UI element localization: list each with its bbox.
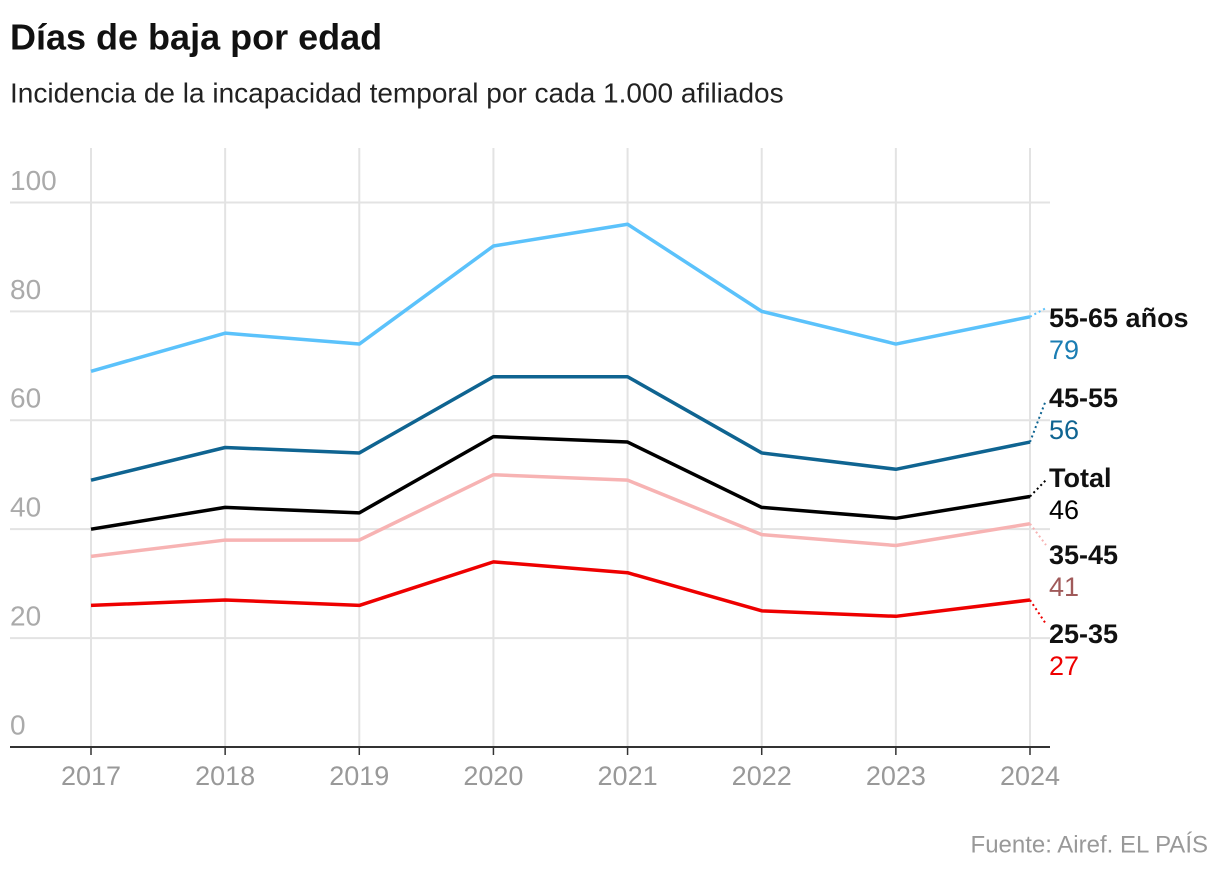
y-tick-label: 100 <box>10 165 57 196</box>
label-connector <box>1029 523 1047 546</box>
series-line <box>90 374 1031 482</box>
label-connector <box>1029 479 1047 498</box>
value-label: 46 <box>1049 495 1079 525</box>
y-tick-label: 80 <box>10 274 41 305</box>
value-label: 56 <box>1049 415 1079 445</box>
series-line <box>90 222 1031 373</box>
series-label: 25-35 <box>1049 619 1118 649</box>
x-tick-label: 2022 <box>732 761 792 791</box>
series-label: 55-65 años <box>1049 303 1189 333</box>
series-label: 35-45 <box>1049 540 1118 570</box>
x-tick-label: 2017 <box>61 761 121 791</box>
value-label: 27 <box>1049 651 1079 681</box>
x-tick-label: 2020 <box>463 761 523 791</box>
chart-subtitle: Incidencia de la incapacidad temporal po… <box>10 77 784 108</box>
x-tick-label: 2018 <box>195 761 255 791</box>
y-tick-label: 20 <box>10 600 41 631</box>
label-connector <box>1029 307 1047 318</box>
x-tick-label: 2021 <box>598 761 658 791</box>
series-line <box>90 434 1031 531</box>
y-tick-label: 40 <box>10 492 41 523</box>
series-label: 45-55 <box>1049 383 1118 413</box>
series-line <box>90 472 1031 559</box>
label-connector <box>1029 599 1047 625</box>
series-line <box>90 560 1031 619</box>
x-tick-label: 2023 <box>866 761 926 791</box>
x-tick-label: 2019 <box>329 761 389 791</box>
chart-title: Días de baja por edad <box>10 17 382 58</box>
x-tick-label: 2024 <box>1000 761 1060 791</box>
y-tick-label: 60 <box>10 383 41 414</box>
value-label: 79 <box>1049 335 1079 365</box>
y-tick-label: 0 <box>10 709 26 740</box>
series-label: Total <box>1049 463 1112 493</box>
value-label: 41 <box>1049 572 1079 602</box>
source: Fuente: Airef. EL PAÍS <box>971 831 1208 858</box>
